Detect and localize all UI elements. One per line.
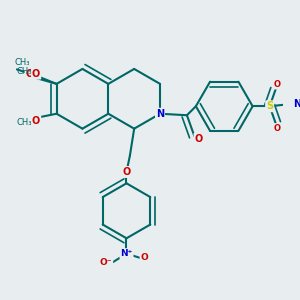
Text: O: O bbox=[274, 124, 281, 133]
Text: N⁺: N⁺ bbox=[120, 249, 133, 258]
Text: O: O bbox=[32, 69, 40, 79]
Text: N: N bbox=[156, 109, 164, 119]
Text: O: O bbox=[274, 80, 281, 88]
Text: O: O bbox=[140, 254, 148, 262]
Text: O: O bbox=[194, 134, 203, 144]
Text: N: N bbox=[293, 99, 300, 109]
Text: CH₃: CH₃ bbox=[14, 58, 30, 67]
Text: O⁻: O⁻ bbox=[100, 258, 112, 267]
Text: CH₃: CH₃ bbox=[16, 118, 32, 127]
Text: O: O bbox=[26, 69, 34, 79]
Text: O: O bbox=[122, 167, 130, 177]
Text: CH₃: CH₃ bbox=[16, 68, 32, 76]
Text: O: O bbox=[32, 116, 40, 126]
Text: S: S bbox=[266, 101, 273, 111]
